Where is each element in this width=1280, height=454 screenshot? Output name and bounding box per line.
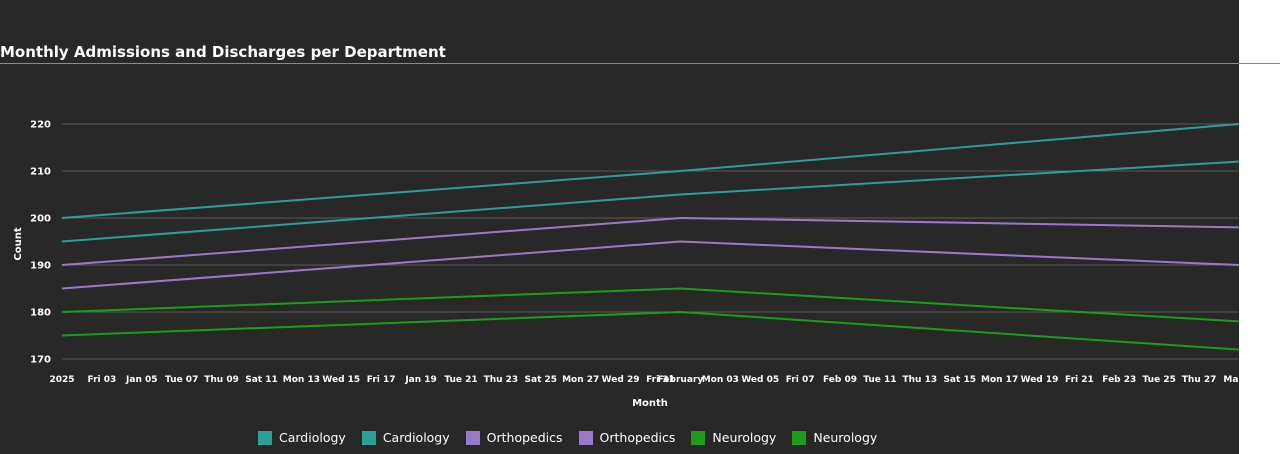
x-tick-label: Sat 25 bbox=[525, 375, 558, 385]
series-line-5 bbox=[61, 287, 1239, 323]
legend-label: Orthopedics bbox=[599, 430, 676, 445]
chart-panel: Monthly Admissions and Discharges per De… bbox=[0, 0, 1239, 454]
x-axis-ticks: 2025 Fri 03 Jan 05 Tue 07 Thu 09 Sat 11 Mon 13… bbox=[49, 375, 1239, 385]
x-tick-label: Mon 03 bbox=[702, 375, 739, 385]
x-tick-label: March bbox=[1223, 375, 1239, 385]
x-tick-label: Jan 05 bbox=[125, 375, 158, 385]
x-tick-label: Mon 13 bbox=[283, 375, 320, 385]
y-tick-label: 170 bbox=[30, 355, 51, 366]
legend-swatch bbox=[792, 430, 807, 445]
legend-item[interactable]: Cardiology bbox=[258, 430, 346, 445]
x-tick-label: Feb 09 bbox=[823, 375, 857, 385]
legend-item[interactable]: Orthopedics bbox=[465, 430, 563, 445]
x-tick-label: Thu 23 bbox=[484, 375, 519, 385]
legend-swatch bbox=[465, 430, 480, 445]
legend-item[interactable]: Neurology bbox=[691, 430, 776, 445]
legend-swatch bbox=[361, 430, 376, 445]
legend-label: Cardiology bbox=[279, 430, 346, 445]
y-tick-label: 210 bbox=[30, 167, 51, 178]
x-tick-label: Thu 27 bbox=[1182, 375, 1217, 385]
legend-swatch bbox=[258, 430, 272, 445]
x-tick-label: Fri 21 bbox=[1065, 375, 1094, 385]
x-tick-label: Jan 19 bbox=[404, 375, 437, 385]
line-chart: 170 180 190 200 210 220 2025 Fri 03 Jan 05 Tue 0… bbox=[13, 120, 1239, 409]
legend-item[interactable]: Cardiology bbox=[361, 430, 450, 445]
x-tick-label: Thu 09 bbox=[204, 375, 239, 385]
legend-swatch bbox=[691, 430, 706, 445]
legend-label: Cardiology bbox=[382, 430, 450, 445]
x-tick-label: Fri 07 bbox=[786, 375, 815, 385]
legend: Cardiology Cardiology Orthopedics Orthopedi… bbox=[258, 430, 893, 445]
x-tick-label: Tue 11 bbox=[863, 375, 896, 385]
legend-item[interactable]: Neurology bbox=[792, 430, 877, 445]
x-tick-label: Wed 19 bbox=[1021, 375, 1059, 385]
x-tick-label: Mon 27 bbox=[562, 375, 599, 385]
x-tick-label: Sat 15 bbox=[943, 375, 976, 385]
x-tick-label: Tue 07 bbox=[165, 375, 198, 385]
series-line-2 bbox=[61, 160, 1239, 243]
x-tick-label: Sat 11 bbox=[245, 375, 278, 385]
grid-lines bbox=[62, 123, 1239, 360]
y-axis-label: Count bbox=[13, 227, 24, 260]
y-tick-label: 220 bbox=[30, 120, 51, 131]
y-tick-label: 180 bbox=[30, 308, 51, 319]
x-tick-label: Fri 31 bbox=[646, 375, 675, 385]
series-lines bbox=[61, 123, 1239, 351]
x-tick-label: Tue 25 bbox=[1143, 375, 1176, 385]
series-line-1 bbox=[61, 123, 1239, 219]
x-tick-label: Thu 13 bbox=[903, 375, 938, 385]
x-tick-label: Wed 29 bbox=[602, 375, 640, 385]
chart-title: Monthly Admissions and Discharges per De… bbox=[0, 43, 446, 61]
legend-label: Neurology bbox=[712, 430, 777, 445]
y-axis-ticks: 170 180 190 200 210 220 bbox=[30, 120, 51, 366]
x-tick-label: Tue 21 bbox=[444, 375, 477, 385]
title-divider bbox=[0, 63, 1280, 64]
x-tick-label: Feb 23 bbox=[1102, 375, 1136, 385]
legend-label: Orthopedics bbox=[486, 430, 563, 445]
y-tick-label: 190 bbox=[30, 261, 51, 272]
series-line-3 bbox=[61, 217, 1239, 266]
legend-swatch bbox=[578, 430, 593, 445]
series-line-6 bbox=[61, 311, 1239, 351]
legend-item[interactable]: Orthopedics bbox=[578, 430, 676, 445]
x-tick-label: Wed 15 bbox=[322, 375, 360, 385]
x-axis-label: Month bbox=[632, 398, 668, 409]
y-tick-label: 200 bbox=[30, 214, 51, 225]
x-tick-label: Wed 05 bbox=[741, 375, 779, 385]
series-line-4 bbox=[61, 240, 1239, 290]
x-tick-label: Mon 17 bbox=[981, 375, 1018, 385]
x-tick-label: Fri 17 bbox=[367, 375, 396, 385]
x-tick-label: Fri 03 bbox=[88, 375, 117, 385]
legend-label: Neurology bbox=[813, 430, 878, 445]
x-tick-label: 2025 bbox=[49, 375, 74, 385]
x-tick-label: February bbox=[658, 375, 704, 385]
